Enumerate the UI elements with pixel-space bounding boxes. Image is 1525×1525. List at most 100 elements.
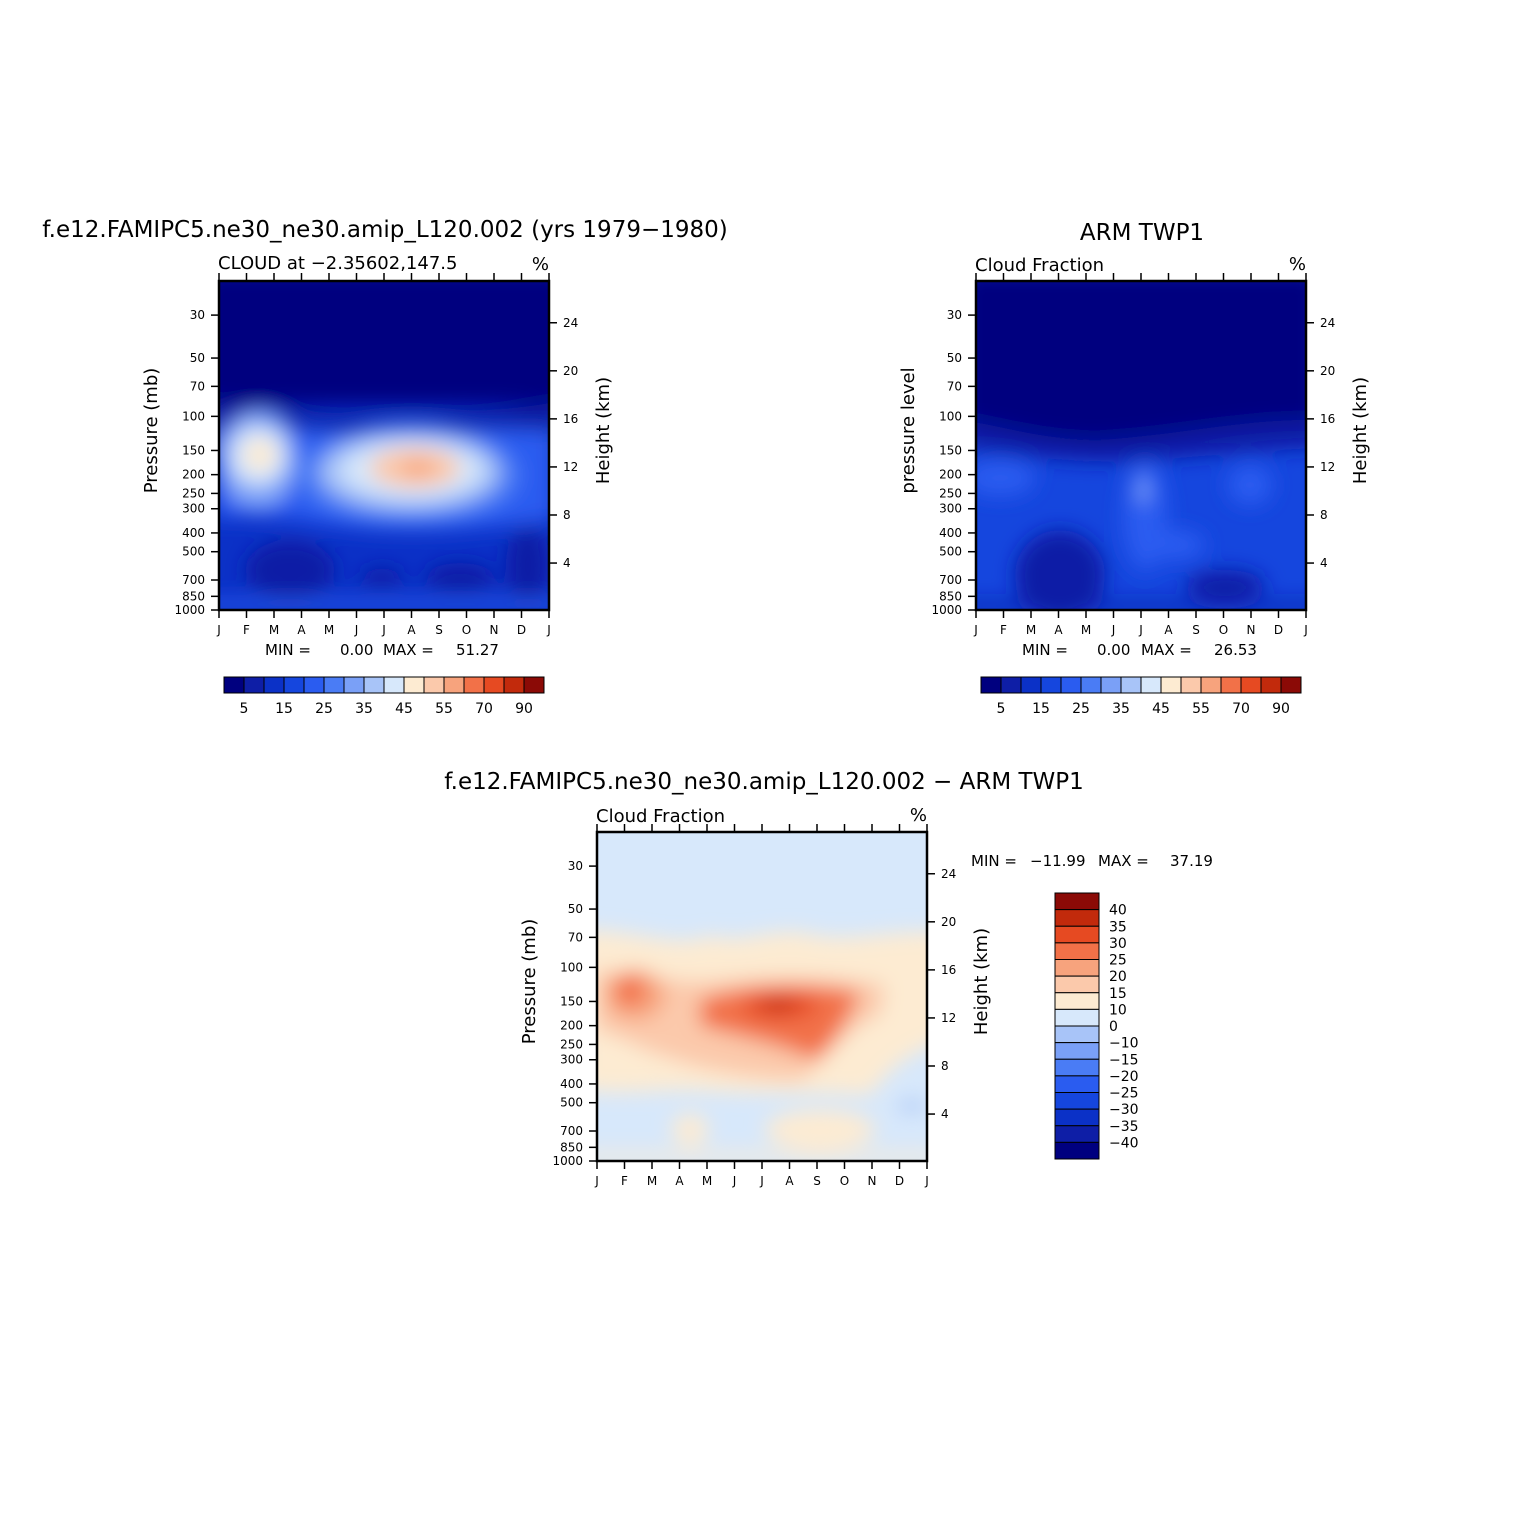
x-tick-label: D [517, 623, 526, 637]
x-tick-label: M [269, 623, 279, 637]
y-axis-title: Pressure (mb) [519, 919, 540, 1045]
field-cloud-peak-main [400, 460, 436, 476]
colorbar-swatch [1080, 676, 1102, 694]
y-tick-label: 150 [182, 443, 205, 457]
field-lower-positive-patch-left [672, 1114, 708, 1146]
colorbar-swatch [980, 676, 1002, 694]
colorbar-swatch [1040, 676, 1062, 694]
colorbar-swatch [1220, 676, 1242, 694]
panel-model: f.e12.FAMIPC5.ne30_ne30.amip_L120.002 (y… [42, 217, 728, 717]
field-contours [976, 281, 1306, 610]
x-tick-label: F [243, 623, 250, 637]
colorbar-swatch [1160, 676, 1182, 694]
y-tick-label: 200 [560, 1019, 583, 1033]
y-tick-label: 30 [568, 859, 583, 873]
colorbar-label: 55 [435, 701, 453, 717]
y2-tick-label: 20 [1320, 364, 1335, 378]
x-tick-label: J [1138, 623, 1143, 637]
y2-tick-label: 24 [941, 867, 956, 881]
panel-obs-min-label: MIN = [1022, 641, 1068, 659]
colorbar-label: 25 [1109, 953, 1127, 969]
field-upper-stratosphere [219, 281, 549, 405]
colorbar-label: 15 [1109, 986, 1127, 1002]
field-surface-layer [597, 1153, 927, 1161]
y2-axis-title: Height (km) [971, 928, 992, 1035]
x-tick-label: J [973, 623, 978, 637]
field-lower-dry-left [245, 540, 335, 600]
panel-diff-max-value: 37.19 [1170, 852, 1213, 870]
y-tick-label: 500 [182, 545, 205, 559]
panel-obs-max-label: MAX = [1141, 641, 1192, 659]
colorbar-label: −30 [1109, 1102, 1139, 1118]
colorbar-label: 20 [1109, 969, 1127, 985]
colorbar-label: 45 [395, 701, 413, 717]
field-diff-core-left-inner [616, 974, 644, 1006]
y-tick-label: 30 [947, 308, 962, 322]
colorbar-label: 5 [240, 701, 249, 717]
y-tick-label: 300 [939, 502, 962, 516]
y-tick-label: 100 [182, 409, 205, 423]
y-tick-label: 850 [182, 589, 205, 603]
y-tick-label: 1000 [174, 603, 205, 617]
colorbar-swatch [1120, 676, 1142, 694]
colorbar-swatch [383, 676, 405, 694]
x-tick-label: M [324, 623, 334, 637]
colorbar-swatch [1054, 942, 1100, 960]
y2-tick-label: 24 [563, 316, 578, 330]
colorbar-label: 15 [275, 701, 293, 717]
colorbar-swatch [1054, 1092, 1100, 1110]
y-tick-label: 400 [182, 526, 205, 540]
colorbar-swatch [1180, 676, 1202, 694]
y-tick-label: 850 [939, 589, 962, 603]
colorbar-label: −15 [1109, 1052, 1139, 1068]
panel-model-field [219, 281, 549, 610]
field-cloud-left [976, 460, 1035, 496]
panel-diff-title: f.e12.FAMIPC5.ne30_ne30.amip_L120.002 − … [444, 769, 1084, 795]
colorbar-swatch [463, 676, 485, 694]
colorbar-label: 35 [1109, 919, 1127, 935]
colorbar-swatch [1054, 1141, 1100, 1160]
field-cloud-core-left [244, 439, 276, 471]
colorbar-swatch [1054, 975, 1100, 994]
panel-model-max-value: 51.27 [456, 641, 499, 659]
colorbar-label: 10 [1109, 1002, 1127, 1018]
field-lower-positive-patch [765, 1110, 875, 1150]
y2-tick-label: 20 [563, 364, 578, 378]
colorbar-swatch [1054, 1075, 1100, 1093]
y-tick-label: 500 [560, 1096, 583, 1110]
x-tick-label: A [407, 623, 416, 637]
panel-obs-min-value: 0.00 [1097, 641, 1130, 659]
x-tick-label: S [1192, 623, 1200, 637]
colorbar-swatch [1100, 676, 1122, 694]
y-tick-label: 50 [947, 351, 962, 365]
x-tick-label: F [1000, 623, 1007, 637]
panel-model-min-value: 0.00 [340, 641, 373, 659]
x-tick-label: N [490, 623, 499, 637]
colorbar-swatch [443, 676, 465, 694]
panel-obs: ARM TWP1 Cloud Fraction % 30 50 70 100 150 20… [898, 220, 1371, 717]
field-upper-stratosphere [976, 281, 1306, 440]
x-tick-label: S [813, 1174, 821, 1188]
colorbar-swatch [363, 676, 385, 694]
colorbar-label: −10 [1109, 1036, 1139, 1052]
y2-axis-title: Height (km) [593, 377, 614, 484]
field-diff-peak [760, 999, 796, 1011]
colorbar-swatch [283, 676, 305, 694]
panel-model-min-label: MIN = [265, 641, 311, 659]
colorbar-swatch [483, 676, 505, 694]
panel-obs-title: ARM TWP1 [1080, 220, 1204, 246]
colorbar-label: 25 [1072, 701, 1090, 717]
colorbar-swatch [523, 676, 545, 694]
y-tick-label: 150 [939, 443, 962, 457]
panel-model-units: % [532, 254, 549, 275]
panel-obs-subtitle: Cloud Fraction [975, 255, 1104, 276]
y-tick-label: 50 [568, 902, 583, 916]
panel-diff: f.e12.FAMIPC5.ne30_ne30.amip_L120.002 − … [444, 769, 1213, 1188]
colorbar-swatch [343, 676, 365, 694]
colorbar-swatch [1054, 892, 1100, 911]
colorbar-swatch [1054, 959, 1100, 977]
y-tick-label: 400 [939, 526, 962, 540]
